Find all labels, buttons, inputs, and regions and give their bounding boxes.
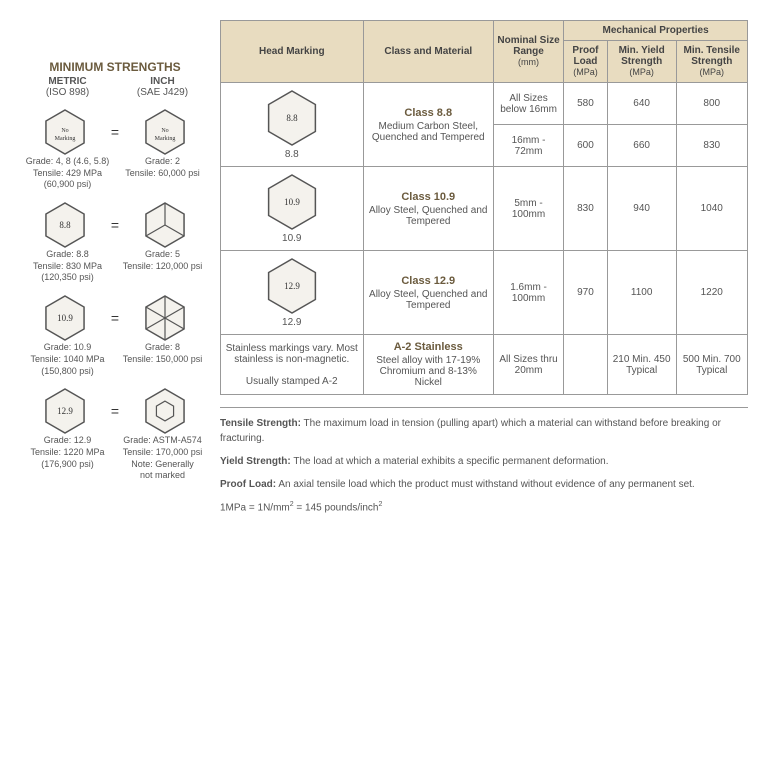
table-row: 10.9 10.9Class 10.9Alloy Steel, Quenched… xyxy=(221,167,748,251)
inch-grade-text: Grade: 5Tensile: 120,000 psi xyxy=(115,249,210,284)
metric-hex-icon: NoMarking xyxy=(25,108,105,156)
metric-grade-text: Grade: 8.8Tensile: 830 MPa(120,350 psi) xyxy=(20,249,115,284)
th-head-marking: Head Marking xyxy=(221,21,364,83)
panel-title: MINIMUM STRENGTHS xyxy=(20,60,210,74)
th-nominal-size: Nominal Size Range(mm) xyxy=(493,21,563,83)
cell-proof-load: 970 xyxy=(564,251,608,335)
equals-symbol: = xyxy=(109,217,121,233)
cell-tensile-strength: 500 Min. 700 Typical xyxy=(676,335,747,395)
metric-header: METRIC(ISO 898) xyxy=(20,76,115,98)
comparison-row: NoMarking = NoMarking Grade: 4, 8 (4.6, … xyxy=(20,108,210,191)
cell-tensile-strength: 1220 xyxy=(676,251,747,335)
metric-grade-text: Grade: 12.9Tensile: 1220 MPa(176,900 psi… xyxy=(20,435,115,482)
cell-yield-strength: 1100 xyxy=(607,251,676,335)
th-tensile: Min. Tensile Strength(MPa) xyxy=(676,41,747,83)
svg-text:8.8: 8.8 xyxy=(286,113,298,123)
strength-comparison-panel: MINIMUM STRENGTHS METRIC(ISO 898) INCH(S… xyxy=(20,20,210,523)
svg-text:10.9: 10.9 xyxy=(284,197,300,207)
svg-text:10.9: 10.9 xyxy=(57,313,73,323)
cell-tensile-strength: 800 xyxy=(676,83,747,125)
cell-yield-strength: 940 xyxy=(607,167,676,251)
cell-size-range: 1.6mm - 100mm xyxy=(493,251,563,335)
cell-yield-strength: 660 xyxy=(607,125,676,167)
inch-grade-text: Grade: ASTM-A574Tensile: 170,000 psiNote… xyxy=(115,435,210,482)
metric-grade-text: Grade: 4, 8 (4.6, 5.8)Tensile: 429 MPa(6… xyxy=(20,156,115,191)
svg-text:12.9: 12.9 xyxy=(57,406,73,416)
cell-tensile-strength: 1040 xyxy=(676,167,747,251)
metric-hex-icon: 10.9 xyxy=(25,294,105,342)
inch-grade-text: Grade: 2Tensile: 60,000 psi xyxy=(115,156,210,191)
inch-header: INCH(SAE J429) xyxy=(115,76,210,98)
definitions: Tensile Strength: The maximum load in te… xyxy=(220,407,748,515)
cell-head-marking: Stainless markings vary. Most stainless … xyxy=(221,335,364,395)
svg-text:12.9: 12.9 xyxy=(284,281,300,291)
th-class-material: Class and Material xyxy=(363,21,493,83)
comparison-row: 10.9 = Grade: 10.9Tensile: 1040 MPa(150,… xyxy=(20,294,210,377)
svg-text:8.8: 8.8 xyxy=(59,220,71,230)
cell-yield-strength: 640 xyxy=(607,83,676,125)
cell-head-marking: 10.9 10.9 xyxy=(221,167,364,251)
metric-hex-icon: 12.9 xyxy=(25,387,105,435)
inch-hex-icon xyxy=(125,201,205,249)
cell-tensile-strength: 830 xyxy=(676,125,747,167)
equals-symbol: = xyxy=(109,124,121,140)
inch-hex-icon xyxy=(125,294,205,342)
equals-symbol: = xyxy=(109,403,121,419)
cell-class-material: Class 12.9Alloy Steel, Quenched and Temp… xyxy=(363,251,493,335)
metric-hex-icon: 8.8 xyxy=(25,201,105,249)
cell-head-marking: 12.9 12.9 xyxy=(221,251,364,335)
equals-symbol: = xyxy=(109,310,121,326)
table-row: 8.8 8.8Class 8.8Medium Carbon Steel, Que… xyxy=(221,83,748,125)
th-proof: Proof Load(MPa) xyxy=(564,41,608,83)
properties-table: Head Marking Class and Material Nominal … xyxy=(220,20,748,395)
cell-head-marking: 8.8 8.8 xyxy=(221,83,364,167)
inch-hex-icon xyxy=(125,387,205,435)
th-mech-group: Mechanical Properties xyxy=(564,21,748,41)
cell-size-range: 16mm - 72mm xyxy=(493,125,563,167)
conversion-note: 1MPa = 1N/mm2 = 145 pounds/inch2 xyxy=(220,500,748,515)
cell-size-range: All Sizes below 16mm xyxy=(493,83,563,125)
cell-class-material: Class 10.9Alloy Steel, Quenched and Temp… xyxy=(363,167,493,251)
inch-grade-text: Grade: 8Tensile: 150,000 psi xyxy=(115,342,210,377)
cell-class-material: A-2 StainlessSteel alloy with 17-19% Chr… xyxy=(363,335,493,395)
cell-size-range: 5mm - 100mm xyxy=(493,167,563,251)
cell-proof-load: 580 xyxy=(564,83,608,125)
table-row: Stainless markings vary. Most stainless … xyxy=(221,335,748,395)
cell-proof-load: 830 xyxy=(564,167,608,251)
comparison-row: 8.8 = Grade: 8.8Tensile: 830 MPa(120,350… xyxy=(20,201,210,284)
cell-proof-load: 600 xyxy=(564,125,608,167)
table-row: 12.9 12.9Class 12.9Alloy Steel, Quenched… xyxy=(221,251,748,335)
metric-grade-text: Grade: 10.9Tensile: 1040 MPa(150,800 psi… xyxy=(20,342,115,377)
cell-proof-load xyxy=(564,335,608,395)
th-yield: Min. Yield Strength(MPa) xyxy=(607,41,676,83)
cell-size-range: All Sizes thru 20mm xyxy=(493,335,563,395)
cell-class-material: Class 8.8Medium Carbon Steel, Quenched a… xyxy=(363,83,493,167)
comparison-row: 12.9 = Grade: 12.9Tensile: 1220 MPa(176,… xyxy=(20,387,210,482)
inch-hex-icon: NoMarking xyxy=(125,108,205,156)
cell-yield-strength: 210 Min. 450 Typical xyxy=(607,335,676,395)
